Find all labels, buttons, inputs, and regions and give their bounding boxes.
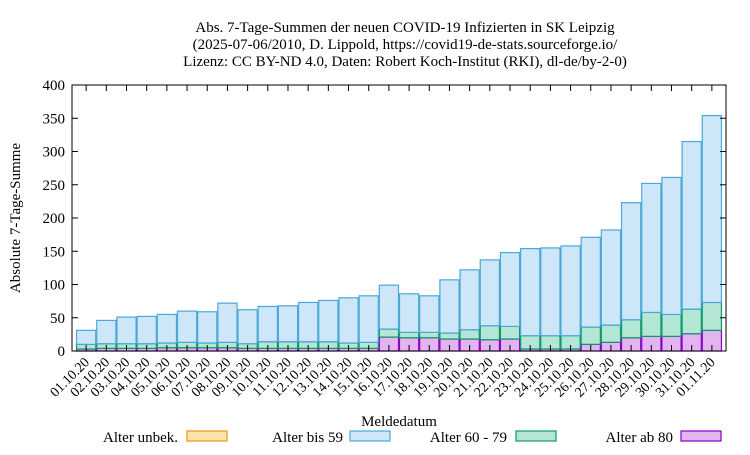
chart-title: Abs. 7-Tage-Summen der neuen COVID-19 In… (183, 20, 627, 70)
bar-segment (176, 310, 198, 343)
bar-segment (439, 332, 460, 340)
x-axis-label: Meldedatum (361, 414, 437, 430)
bar-segment (257, 305, 278, 343)
bar-segment (681, 308, 702, 335)
bar-segment (600, 229, 622, 326)
bar-segment (378, 284, 400, 330)
title-line-1: Abs. 7-Tage-Summen der neuen COVID-19 In… (195, 20, 615, 36)
bar-segment (580, 326, 601, 345)
bars-layer (75, 114, 723, 352)
y-tick-label: 300 (43, 145, 66, 161)
legend-label: Alter unbek. (103, 430, 178, 446)
bar-segment (641, 182, 662, 314)
y-tick-label: 50 (50, 311, 65, 327)
bar-segment (499, 325, 521, 340)
legend-label: Alter bis 59 (272, 430, 343, 446)
legend-item: Alter 60 - 79 (430, 430, 557, 446)
bar-segment (136, 315, 157, 345)
bar-segment (479, 325, 501, 341)
bar-segment (116, 316, 137, 345)
bar-segment (641, 311, 662, 337)
bar-segment (378, 328, 400, 338)
bar-segment (297, 301, 319, 343)
legend-label: Alter 60 - 79 (430, 430, 507, 446)
bar-segment (479, 259, 501, 327)
legend-swatch (680, 430, 722, 442)
y-axis-label: Absolute 7-Tage-Summe (8, 143, 24, 294)
bar-segment (197, 311, 218, 344)
bar-segment (338, 297, 359, 344)
bar-segment (439, 279, 460, 334)
y-axis: 0 50 100 150 200 250 300 350 400 (43, 78, 726, 360)
legend-swatch (515, 430, 557, 442)
bar-segment (358, 295, 379, 343)
y-tick-label: 350 (43, 111, 66, 127)
bar-segment (701, 301, 723, 331)
bar-segment (237, 309, 258, 345)
bar-segment (318, 299, 339, 343)
y-tick-label: 400 (43, 78, 66, 94)
bar-segment (600, 324, 622, 343)
legend-swatch (186, 430, 228, 442)
bar-segment (398, 293, 420, 333)
bar-segment (661, 313, 682, 337)
bar-segment (75, 329, 97, 345)
bar-segment (398, 331, 420, 339)
plot-frame (71, 84, 727, 352)
bar-segment (701, 114, 723, 304)
bar-segment (96, 319, 117, 345)
legend-item: Alter unbek. (103, 430, 228, 446)
legend-item: Alter ab 80 (606, 430, 722, 446)
bar-segment (156, 313, 178, 344)
bar-segment (520, 247, 541, 337)
title-line-3: Lizenz: CC BY-ND 4.0, Daten: Robert Koch… (183, 54, 627, 70)
legend-item: Alter bis 59 (272, 430, 391, 446)
y-tick-label: 150 (43, 244, 66, 260)
bar-segment (217, 302, 238, 343)
legend-label: Alter ab 80 (606, 430, 673, 446)
title-line-2: (2025-07-06/2010, D. Lippold, https://co… (193, 37, 618, 53)
bar-segment (681, 140, 702, 310)
legend: Alter unbek. Alter bis 59 Alter 60 - 79 Alt… (103, 430, 722, 446)
bar-segment (459, 269, 480, 331)
bar-segment (580, 236, 601, 328)
bar-segment (620, 319, 642, 339)
y-tick-label: 200 (43, 211, 66, 227)
bar-segment (560, 245, 581, 337)
legend-swatch (349, 430, 391, 442)
y-tick-label: 100 (43, 278, 66, 294)
y-tick-label: 0 (58, 344, 66, 360)
y-tick-label: 250 (43, 178, 66, 194)
bar-segment (459, 329, 480, 340)
bar-segment (419, 331, 440, 339)
bar-segment (661, 176, 682, 316)
bar-segment (540, 247, 561, 337)
bar-segment (499, 251, 521, 327)
bar-segment (419, 295, 440, 333)
bar-segment (620, 202, 642, 321)
bar-segment (277, 305, 299, 343)
